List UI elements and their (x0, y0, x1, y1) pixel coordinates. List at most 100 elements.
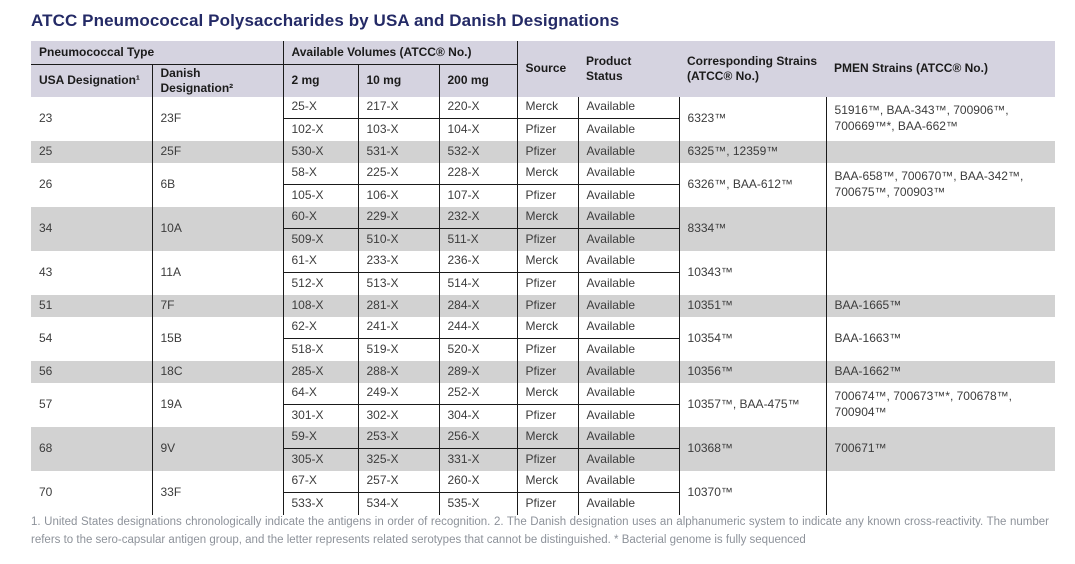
cell-status: Available (578, 272, 680, 295)
column-header-pneumococcal-type: Pneumococcal Type (31, 41, 284, 65)
cell-source: Pfizer (517, 492, 579, 515)
cell-danish-designation: 15B (152, 316, 284, 361)
cell-usa-designation: 26 (31, 162, 153, 207)
cell-200mg: 289-X (439, 360, 518, 383)
cell-corresponding-strains: 10356™ (679, 360, 827, 383)
cell-source: Pfizer (517, 294, 579, 317)
cell-status: Available (578, 448, 680, 471)
cell-2mg: 60-X (283, 206, 359, 229)
cell-2mg: 61-X (283, 250, 359, 273)
cell-200mg: 284-X (439, 294, 518, 317)
cell-corresponding-strains: 6323™ (679, 96, 827, 141)
table-row: 43 11A 61-X 233-X 236-X Merck Available … (31, 250, 1055, 295)
cell-200mg: 260-X (439, 470, 518, 493)
cell-pmen-strains: BAA-658™, 700670™, BAA-342™, 700675™, 70… (834, 168, 1024, 199)
table-row: 34 10A 60-X 229-X 232-X Merck Available … (31, 206, 1056, 251)
cell-10mg: 288-X (358, 360, 440, 383)
table-row: 509-X 510-X 511-X Pfizer Available (31, 228, 1055, 251)
column-header-200mg: 200 mg (439, 64, 518, 97)
cell-source: Merck (517, 316, 579, 339)
cell-corresponding-strains: 6326™, BAA-612™ (679, 162, 827, 207)
cell-usa-designation: 57 (31, 382, 153, 427)
cell-source: Merck (517, 382, 579, 405)
table-row: 533-X 534-X 535-X Pfizer Available (31, 492, 1055, 515)
cell-source: Pfizer (517, 184, 579, 207)
cell-2mg: 102-X (283, 118, 359, 141)
table-row: 102-X 103-X 104-X Pfizer Available (31, 118, 1055, 141)
cell-corresponding-strains: 10368™ (679, 426, 827, 471)
cell-source: Merck (517, 426, 579, 449)
table-row: 54 15B 62-X 241-X 244-X Merck Available … (31, 316, 1055, 361)
cell-10mg: 233-X (358, 250, 440, 273)
cell-status: Available (578, 338, 680, 361)
cell-10mg: 531-X (358, 140, 440, 163)
cell-source: Pfizer (517, 360, 579, 383)
cell-status: Available (578, 404, 680, 427)
cell-pmen-strains (826, 206, 1056, 251)
cell-usa-designation: 51 (31, 294, 153, 317)
cell-pmen-strains (826, 471, 1055, 515)
cell-source: Merck (517, 96, 579, 119)
cell-danish-designation: 23F (152, 96, 284, 141)
column-header-product-status: Product Status (578, 41, 680, 97)
cell-source: Pfizer (517, 272, 579, 295)
cell-status: Available (578, 382, 680, 405)
cell-source: Merck (517, 162, 579, 185)
cell-status: Available (578, 492, 680, 515)
cell-source: Merck (517, 250, 579, 273)
cell-corresponding-strains: 8334™ (679, 206, 827, 251)
cell-10mg: 106-X (358, 184, 440, 207)
cell-status: Available (578, 96, 680, 119)
cell-10mg: 217-X (358, 96, 440, 119)
cell-danish-designation: 11A (152, 250, 284, 295)
cell-corresponding-strains: 10370™ (679, 470, 827, 515)
cell-10mg: 513-X (358, 272, 440, 295)
cell-status: Available (578, 294, 680, 317)
cell-2mg: 305-X (283, 448, 359, 471)
cell-corresponding-strains: 10354™ (679, 316, 827, 361)
cell-pmen-strains: 700674™, 700673™*, 700678™, 700904™ (834, 388, 1012, 419)
cell-status: Available (578, 206, 680, 229)
cell-pmen-strains: BAA-1663™ (834, 330, 902, 345)
table-row: 51 7F 108-X 281-X 284-X Pfizer Available… (31, 294, 1056, 317)
column-header-danish-designation: Danish Designation² (152, 64, 284, 97)
column-header-usa-designation: USA Designation¹ (31, 64, 153, 97)
cell-status: Available (578, 470, 680, 493)
cell-200mg: 232-X (439, 206, 518, 229)
cell-2mg: 518-X (283, 338, 359, 361)
cell-danish-designation: 7F (152, 294, 284, 317)
table-row: 26 6B 58-X 225-X 228-X Merck Available 6… (31, 162, 1055, 207)
cell-usa-designation: 70 (31, 470, 153, 515)
cell-danish-designation: 18C (152, 360, 284, 383)
cell-2mg: 105-X (283, 184, 359, 207)
cell-corresponding-strains: 10357™, BAA-475™ (679, 382, 827, 427)
cell-status: Available (578, 426, 680, 449)
cell-2mg: 512-X (283, 272, 359, 295)
cell-10mg: 103-X (358, 118, 440, 141)
table-row: 105-X 106-X 107-X Pfizer Available (31, 184, 1055, 207)
cell-source: Pfizer (517, 140, 579, 163)
cell-status: Available (578, 316, 680, 339)
table-row: 57 19A 64-X 249-X 252-X Merck Available … (31, 382, 1055, 427)
cell-pmen-strains (826, 251, 1055, 295)
cell-10mg: 302-X (358, 404, 440, 427)
cell-usa-designation: 34 (31, 206, 153, 251)
cell-usa-designation: 56 (31, 360, 153, 383)
cell-2mg: 301-X (283, 404, 359, 427)
cell-2mg: 530-X (283, 140, 359, 163)
product-table: Pneumococcal Type Available Volumes (ATC… (31, 41, 1056, 515)
column-header-2mg: 2 mg (283, 64, 359, 97)
cell-2mg: 59-X (283, 426, 359, 449)
cell-status: Available (578, 360, 680, 383)
cell-usa-designation: 54 (31, 316, 153, 361)
footnote-text: 1. United States designations chronologi… (31, 516, 1049, 547)
cell-danish-designation: 25F (152, 140, 284, 163)
cell-200mg: 252-X (439, 382, 518, 405)
cell-corresponding-strains: 10351™ (679, 294, 827, 317)
cell-200mg: 104-X (439, 118, 518, 141)
cell-10mg: 253-X (358, 426, 440, 449)
cell-corresponding-strains: 10343™ (679, 250, 827, 295)
cell-corresponding-strains: 6325™, 12359™ (679, 140, 827, 163)
cell-pmen-strains: BAA-1662™ (826, 360, 1056, 383)
